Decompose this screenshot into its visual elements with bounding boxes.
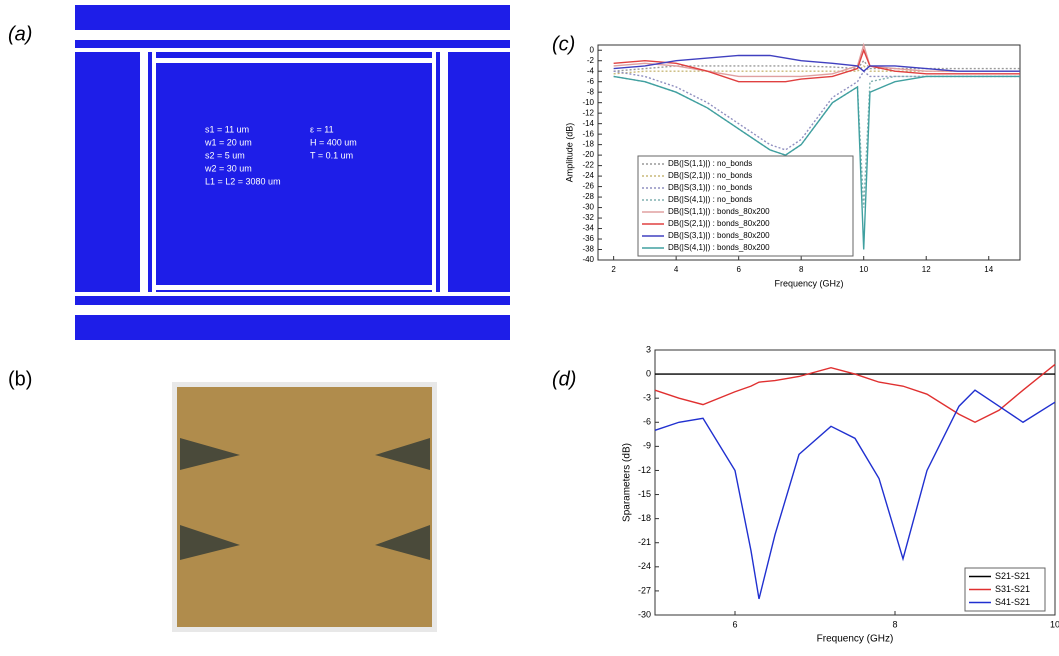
series-line: [613, 70, 1020, 151]
x-tick-label: 8: [892, 619, 897, 629]
x-tick-label: 14: [984, 265, 993, 274]
legend-label: DB(|S(3,1)|) : no_bonds: [668, 183, 752, 192]
y-tick-label: -30: [582, 203, 594, 212]
series-line: [613, 54, 1020, 73]
panel-label: (a): [8, 23, 32, 45]
y-tick-label: 0: [590, 45, 595, 54]
legend-box: [637, 155, 854, 257]
legend-label: DB(|S(1,1)|) : bonds_80x200: [668, 207, 770, 216]
series-line: [654, 389, 1056, 600]
panel-label: (b): [8, 368, 32, 390]
legend-label: DB(|S(2,1)|) : bonds_80x200: [668, 219, 770, 228]
y-tick-label: -18: [638, 513, 651, 523]
y-tick-label: 3: [646, 344, 651, 354]
legend-label: DB(|S(4,1)|) : bonds_80x200: [668, 243, 770, 252]
layout-params: s1 = 11 um w1 = 20 um s2 = 5 um w2 = 30 …: [204, 124, 357, 186]
param: ε = 11: [310, 124, 334, 134]
plot-frame: [654, 349, 1056, 616]
y-tick-label: -12: [582, 108, 594, 117]
y-tick-label: -3: [643, 393, 651, 403]
series-line: [613, 42, 1020, 78]
x-tick-label: 10: [859, 265, 868, 274]
y-tick-label: 0: [646, 368, 651, 378]
y-tick-label: -14: [582, 119, 594, 128]
param: w2 = 30 um: [204, 163, 252, 173]
y-tick-label: -38: [582, 245, 594, 254]
y-tick-label: -2: [587, 56, 595, 65]
y-tick-label: -30: [638, 609, 651, 619]
series-line: [613, 75, 1020, 250]
param: s1 = 11 um: [205, 124, 249, 134]
y-tick-label: -6: [587, 77, 595, 86]
series-line: [613, 65, 1020, 75]
y-tick-label: -16: [582, 129, 594, 138]
y-tick-label: -4: [587, 66, 595, 75]
param: L1 = L2 = 3080 um: [205, 176, 281, 186]
legend-label: S21-S21: [995, 571, 1030, 581]
x-tick-label: 10: [1050, 619, 1059, 629]
y-tick-label: -28: [582, 192, 594, 201]
legend-label: S31-S21: [995, 584, 1030, 594]
legend-label: DB(|S(2,1)|) : no_bonds: [668, 171, 752, 180]
y-tick-label: -6: [643, 417, 651, 427]
chip-photo: [172, 382, 437, 632]
x-tick-label: 2: [611, 265, 616, 274]
layout-image: [75, 5, 510, 340]
x-tick-label: 4: [674, 265, 679, 274]
x-tick-label: 12: [922, 265, 931, 274]
y-tick-label: -21: [638, 537, 651, 547]
y-tick-label: -10: [582, 98, 594, 107]
y-tick-label: -26: [582, 182, 594, 191]
series-line: [613, 48, 1020, 83]
y-tick-label: -12: [638, 465, 651, 475]
param: T = 0.1 um: [310, 150, 353, 160]
legend-label: DB(|S(4,1)|) : no_bonds: [668, 195, 752, 204]
y-tick-label: -24: [638, 561, 651, 571]
panel-label: (c): [552, 33, 575, 55]
y-tick-label: -27: [638, 585, 651, 595]
legend-label: DB(|S(3,1)|) : bonds_80x200: [668, 231, 770, 240]
y-tick-label: -36: [582, 234, 594, 243]
legend-label: S41-S21: [995, 597, 1030, 607]
x-axis-label: Frequency (GHz): [774, 278, 843, 288]
y-tick-label: -40: [582, 255, 594, 264]
y-tick-label: -8: [587, 87, 595, 96]
param: s2 = 5 um: [205, 150, 245, 160]
panel-label: (d): [552, 368, 576, 390]
param: w1 = 20 um: [204, 137, 252, 147]
param: H = 400 um: [310, 137, 357, 147]
x-tick-label: 6: [732, 619, 737, 629]
y-tick-label: -24: [582, 171, 594, 180]
y-tick-label: -22: [582, 161, 594, 170]
x-axis-label: Frequency (GHz): [817, 634, 894, 645]
series-line: [654, 363, 1056, 424]
y-tick-label: -9: [643, 441, 651, 451]
y-tick-label: -32: [582, 213, 594, 222]
x-tick-label: 8: [799, 265, 804, 274]
legend-label: DB(|S(1,1)|) : no_bonds: [668, 159, 752, 168]
x-tick-label: 6: [736, 265, 741, 274]
y-tick-label: -15: [638, 489, 651, 499]
plot-frame: [597, 44, 1021, 261]
y-axis-label: Sparameters (dB): [622, 443, 633, 522]
y-tick-label: -18: [582, 140, 594, 149]
y-axis-label: Amplitude (dB): [564, 123, 574, 183]
y-tick-label: -34: [582, 224, 594, 233]
y-tick-label: -20: [582, 150, 594, 159]
